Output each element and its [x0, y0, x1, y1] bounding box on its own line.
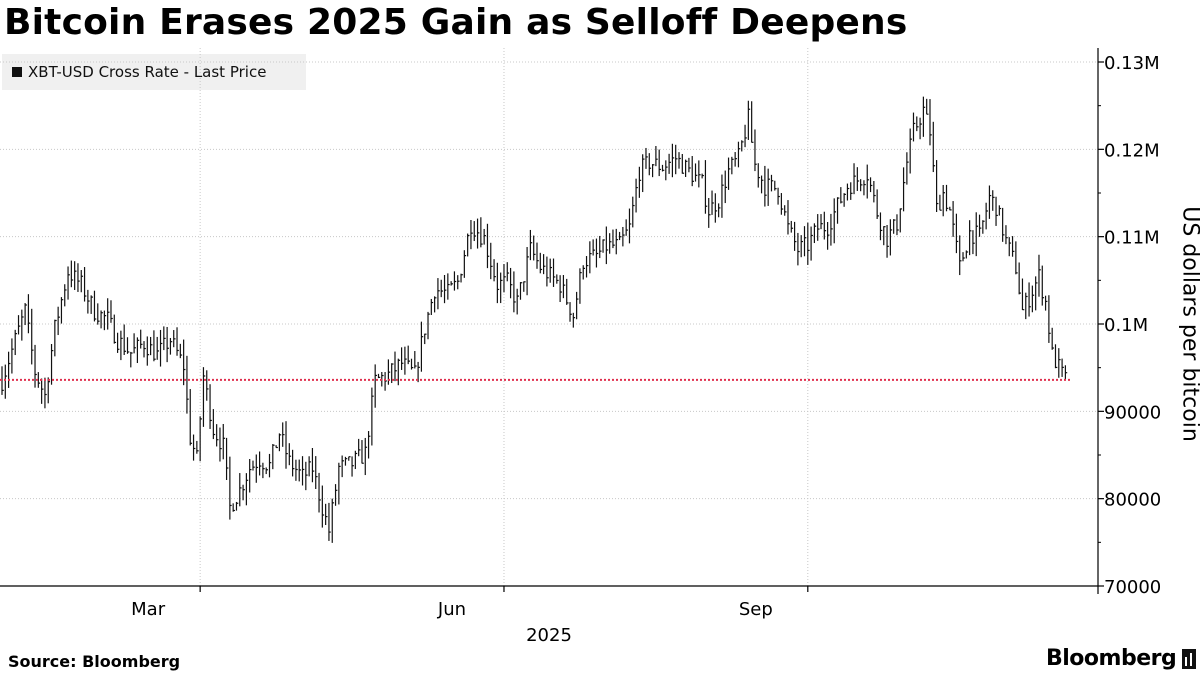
- x-tick-label: Mar: [131, 599, 166, 620]
- bloomberg-terminal-icon: [1182, 648, 1197, 669]
- y-tick-label: 0.1M: [1104, 315, 1148, 336]
- x-tick-label: Sep: [739, 599, 773, 620]
- y-tick-label: 0.11M: [1104, 228, 1160, 249]
- y-tick-label: 90000: [1104, 402, 1161, 423]
- axis-layer: 0.13M 0.12M 0.11M 0.1M 90000 80000 70000 Mar Jun…: [0, 48, 1161, 646]
- x-year-label: 2025: [526, 625, 572, 646]
- y-tick-label: 0.13M: [1104, 53, 1160, 74]
- brand-name: Bloomberg: [1046, 646, 1177, 671]
- y-tick-label: 0.12M: [1104, 140, 1160, 161]
- y-axis-label: US dollars per bitcoin: [1177, 206, 1200, 442]
- x-tick-label: Jun: [437, 599, 466, 620]
- legend-swatch: [12, 67, 22, 77]
- legend: XBT-USD Cross Rate - Last Price: [2, 54, 306, 90]
- legend-label: XBT-USD Cross Rate - Last Price: [28, 63, 267, 81]
- chart-title: Bitcoin Erases 2025 Gain as Selloff Deep…: [4, 2, 908, 43]
- y-tick-label: 70000: [1104, 577, 1161, 598]
- series-layer: [1, 96, 1068, 543]
- grid-layer: [0, 48, 1098, 587]
- bloomberg-logo: Bloomberg: [1046, 646, 1197, 671]
- source-note: Source: Bloomberg: [8, 652, 181, 671]
- y-tick-label: 80000: [1104, 490, 1161, 511]
- price-series: [1, 96, 1068, 543]
